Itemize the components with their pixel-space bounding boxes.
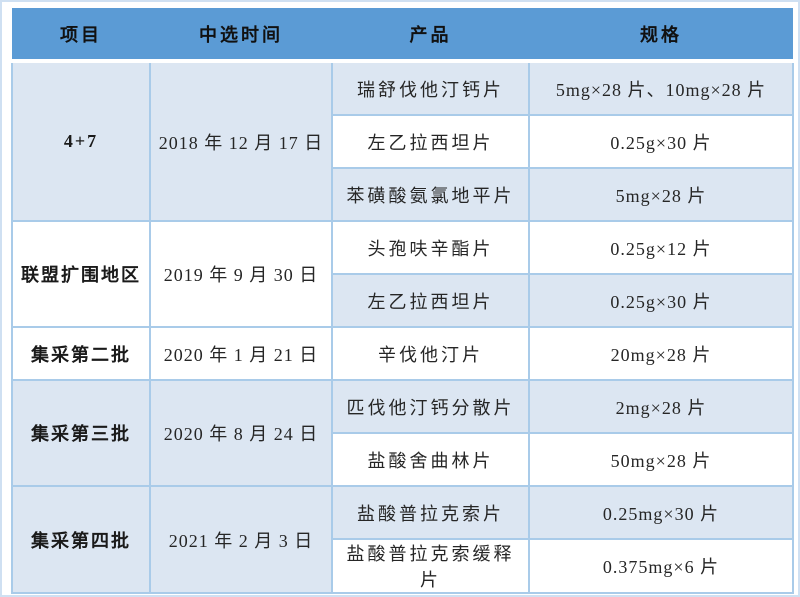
header-spec: 规格 [529, 8, 793, 63]
header-product: 产品 [332, 8, 529, 63]
project-cell: 集采第二批 [11, 326, 151, 381]
project-cell: 集采第四批 [11, 485, 151, 594]
product-cell: 辛伐他汀片 [331, 326, 530, 381]
date-cell: 2019 年 9 月 30 日 [149, 220, 333, 328]
table-header: 项目 中选时间 产品 规格 [12, 8, 793, 63]
project-cell: 集采第三批 [11, 379, 151, 487]
product-cell: 瑞舒伐他汀钙片 [331, 60, 530, 116]
table-row: 联盟扩围地区 2019 年 9 月 30 日 头孢呋辛酯片 0.25g×12 片 [11, 220, 794, 328]
table-row: 左乙拉西坦片 0.25g×30 片 [12, 273, 794, 328]
spec-cell: 0.25g×30 片 [528, 273, 794, 328]
table-row: 苯磺酸氨氯地平片 5mg×28 片 [12, 167, 794, 222]
date-cell: 2021 年 2 月 3 日 [149, 485, 333, 594]
spec-cell: 5mg×28 片、10mg×28 片 [528, 60, 794, 116]
table-body: 4+7 2018 年 12 月 17 日 瑞舒伐他汀钙片 5mg×28 片、10… [11, 60, 794, 594]
product-cell: 盐酸舍曲林片 [331, 432, 530, 487]
product-cell: 盐酸普拉克索片 [331, 485, 530, 540]
header-project: 项目 [12, 8, 150, 63]
table-row: 集采第四批 2021 年 2 月 3 日 盐酸普拉克索片 0.25mg×30 片 [11, 485, 794, 594]
spec-cell: 5mg×28 片 [528, 167, 794, 222]
header-date: 中选时间 [150, 8, 332, 63]
product-cell: 头孢呋辛酯片 [331, 220, 530, 275]
table-row: 集采第二批 2020 年 1 月 21 日 辛伐他汀片 20mg×28 片 [11, 326, 794, 381]
date-cell: 2020 年 8 月 24 日 [149, 379, 333, 487]
date-cell: 2020 年 1 月 21 日 [149, 326, 333, 381]
product-cell: 盐酸普拉克索缓释片 [331, 538, 530, 594]
product-cell: 匹伐他汀钙分散片 [331, 379, 530, 434]
procurement-table: 项目 中选时间 产品 规格 4+7 2018 年 12 月 17 日 瑞舒伐他汀… [11, 8, 794, 594]
spec-cell: 0.25g×30 片 [528, 114, 794, 169]
header-row: 项目 中选时间 产品 规格 [12, 8, 793, 63]
spec-cell: 2mg×28 片 [528, 379, 794, 434]
product-cell: 左乙拉西坦片 [331, 114, 530, 169]
product-cell: 左乙拉西坦片 [331, 273, 530, 328]
project-cell: 联盟扩围地区 [11, 220, 151, 328]
spec-cell: 20mg×28 片 [528, 326, 794, 381]
table-row: 集采第三批 2020 年 8 月 24 日 匹伐他汀钙分散片 2mg×28 片 [11, 379, 794, 487]
project-cell: 4+7 [11, 60, 151, 222]
table-row: 盐酸普拉克索缓释片 0.375mg×6 片 [12, 538, 794, 594]
table-row: 盐酸舍曲林片 50mg×28 片 [12, 432, 794, 487]
date-cell: 2018 年 12 月 17 日 [149, 60, 333, 222]
product-cell: 苯磺酸氨氯地平片 [331, 167, 530, 222]
spec-cell: 0.25g×12 片 [528, 220, 794, 275]
table-row: 4+7 2018 年 12 月 17 日 瑞舒伐他汀钙片 5mg×28 片、10… [11, 60, 794, 222]
table-row: 左乙拉西坦片 0.25g×30 片 [12, 114, 794, 169]
spec-cell: 0.375mg×6 片 [528, 538, 794, 594]
spec-cell: 0.25mg×30 片 [528, 485, 794, 540]
spec-cell: 50mg×28 片 [528, 432, 794, 487]
